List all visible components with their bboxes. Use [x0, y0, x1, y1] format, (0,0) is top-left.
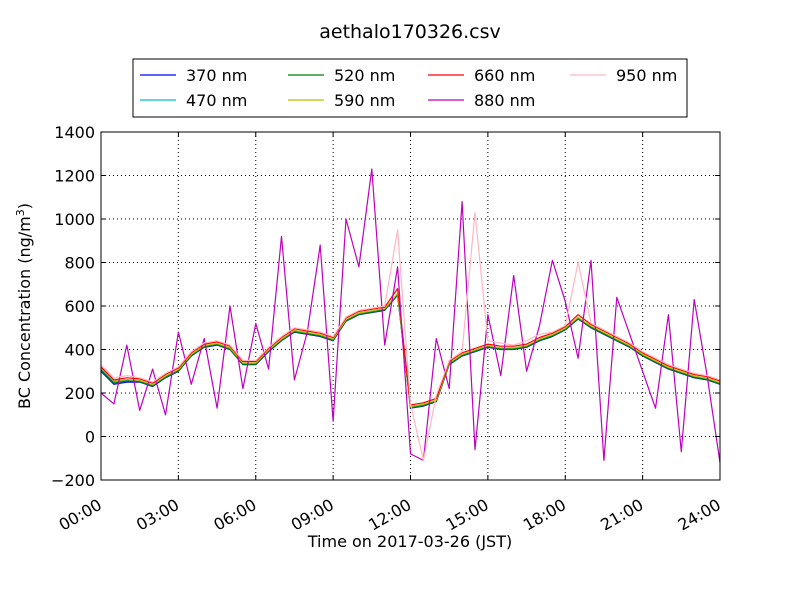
y-axis-label: BC Concentration (ng/m3) [14, 203, 34, 409]
legend-label: 590 nm [334, 91, 395, 110]
y-tick-label: 0 [85, 428, 95, 447]
y-tick-label: 1400 [54, 123, 95, 142]
y-tick-label: 200 [64, 384, 95, 403]
y-tick-label: 600 [64, 297, 95, 316]
y-tick-label: 400 [64, 341, 95, 360]
legend-label: 950 nm [616, 66, 677, 85]
y-tick-label: 1000 [54, 210, 95, 229]
y-axis-label-sup: 3 [14, 209, 27, 216]
series-line-880-nm [100, 168, 721, 463]
legend-label: 370 nm [186, 66, 247, 85]
y-axis-label-tail: ) [15, 203, 34, 209]
legend-label: 470 nm [186, 91, 247, 110]
y-tick-label: 1200 [54, 167, 95, 186]
legend-label: 880 nm [474, 91, 535, 110]
y-axis-label-base: BC Concentration (ng/m [15, 216, 34, 409]
series-line-520-nm [100, 294, 721, 409]
series-lines [100, 168, 721, 463]
chart-title: aethalo170326.csv [319, 21, 501, 43]
y-tick-label: 800 [64, 254, 95, 273]
legend-frame [132, 58, 688, 118]
legend-label: 660 nm [474, 66, 535, 85]
series-line-950-nm [100, 211, 721, 461]
plot-area [101, 132, 720, 480]
x-axis-label: Time on 2017-03-26 (JST) [307, 532, 512, 551]
y-tick-label: −200 [51, 471, 95, 490]
legend: 370 nm 470 nm 520 nm 590 nm 660 nm 880 nm 950 … [132, 58, 688, 118]
legend-items: 370 nm 470 nm 520 nm 590 nm 660 nm 880 nm 950 … [140, 66, 677, 110]
legend-label: 520 nm [334, 66, 395, 85]
